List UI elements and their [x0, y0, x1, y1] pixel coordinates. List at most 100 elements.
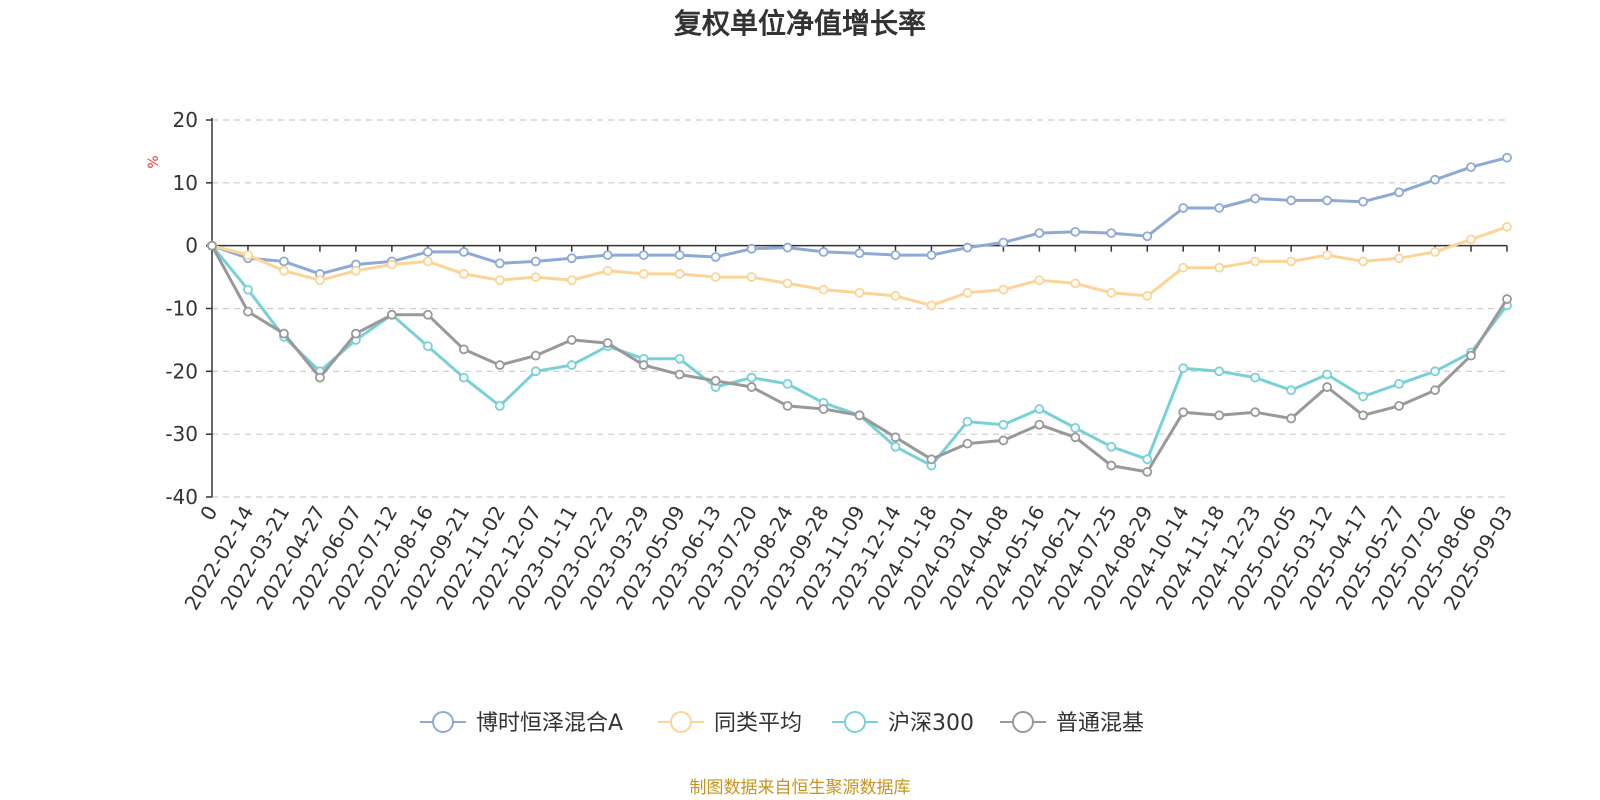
- data-point[interactable]: [782, 242, 793, 253]
- data-point[interactable]: [1430, 385, 1440, 396]
- data-point[interactable]: [998, 435, 1009, 446]
- data-point[interactable]: [602, 265, 613, 276]
- data-point[interactable]: [1502, 152, 1512, 163]
- data-point[interactable]: [458, 372, 469, 383]
- data-point[interactable]: [746, 272, 757, 282]
- data-point[interactable]: [1070, 278, 1081, 289]
- data-point[interactable]: [818, 247, 829, 257]
- data-point[interactable]: [1070, 432, 1081, 443]
- data-point[interactable]: [494, 275, 505, 286]
- data-point[interactable]: [1358, 256, 1369, 267]
- data-point[interactable]: [1070, 226, 1081, 237]
- data-point[interactable]: [890, 441, 901, 452]
- data-point[interactable]: [279, 256, 289, 267]
- data-point[interactable]: [422, 256, 433, 267]
- data-point[interactable]: [1034, 419, 1045, 430]
- legend-item[interactable]: 博时恒泽混合A: [420, 711, 623, 736]
- data-point[interactable]: [710, 252, 721, 262]
- data-point[interactable]: [674, 269, 685, 279]
- data-point[interactable]: [674, 353, 685, 364]
- legend-item[interactable]: 普通混基: [1000, 711, 1144, 736]
- data-point[interactable]: [710, 272, 721, 282]
- data-point[interactable]: [854, 287, 865, 298]
- data-point[interactable]: [1394, 187, 1404, 198]
- data-point[interactable]: [890, 291, 901, 301]
- legend-item[interactable]: 同类平均: [658, 711, 802, 736]
- data-point[interactable]: [854, 248, 865, 259]
- data-point[interactable]: [1142, 466, 1153, 477]
- data-point[interactable]: [890, 250, 901, 260]
- data-point[interactable]: [530, 350, 541, 361]
- data-point[interactable]: [422, 341, 433, 352]
- data-point[interactable]: [710, 375, 721, 386]
- data-point[interactable]: [1106, 287, 1117, 298]
- data-point[interactable]: [422, 309, 433, 320]
- data-point[interactable]: [1178, 203, 1189, 213]
- data-point[interactable]: [350, 328, 361, 339]
- data-point[interactable]: [746, 382, 757, 392]
- data-point[interactable]: [386, 259, 397, 270]
- data-point[interactable]: [1142, 454, 1153, 465]
- data-point[interactable]: [998, 237, 1009, 248]
- data-point[interactable]: [279, 328, 289, 339]
- data-point[interactable]: [494, 360, 505, 370]
- data-point[interactable]: [350, 265, 361, 276]
- data-point[interactable]: [1214, 262, 1225, 273]
- data-point[interactable]: [1178, 363, 1189, 374]
- data-point[interactable]: [674, 369, 685, 380]
- data-point[interactable]: [638, 250, 649, 260]
- data-point[interactable]: [926, 300, 937, 311]
- data-point[interactable]: [1142, 231, 1153, 242]
- data-point[interactable]: [1250, 372, 1261, 383]
- data-point[interactable]: [998, 284, 1009, 295]
- data-point[interactable]: [458, 269, 469, 279]
- data-point[interactable]: [638, 360, 649, 370]
- data-point[interactable]: [1250, 193, 1261, 204]
- data-point[interactable]: [1106, 441, 1117, 452]
- data-point[interactable]: [1502, 221, 1512, 232]
- data-point[interactable]: [1178, 262, 1189, 273]
- data-point[interactable]: [243, 306, 253, 317]
- data-point[interactable]: [926, 250, 937, 260]
- data-point[interactable]: [602, 338, 613, 348]
- data-point[interactable]: [1178, 407, 1189, 418]
- data-point[interactable]: [566, 360, 577, 370]
- data-point[interactable]: [494, 400, 505, 411]
- data-point[interactable]: [1430, 247, 1440, 257]
- data-point[interactable]: [926, 454, 937, 465]
- data-point[interactable]: [1214, 366, 1225, 377]
- data-point[interactable]: [1466, 234, 1476, 245]
- data-point[interactable]: [746, 372, 757, 383]
- data-point[interactable]: [530, 256, 541, 267]
- data-point[interactable]: [1394, 378, 1404, 389]
- data-point[interactable]: [782, 400, 793, 411]
- data-point[interactable]: [1214, 203, 1225, 213]
- data-point[interactable]: [315, 372, 325, 383]
- data-point[interactable]: [566, 335, 577, 345]
- data-point[interactable]: [1034, 404, 1045, 414]
- data-point[interactable]: [386, 309, 397, 320]
- data-point[interactable]: [1322, 195, 1333, 206]
- data-point[interactable]: [315, 275, 325, 286]
- data-point[interactable]: [962, 242, 973, 253]
- data-point[interactable]: [1358, 410, 1369, 421]
- data-point[interactable]: [1502, 294, 1512, 304]
- data-point[interactable]: [422, 247, 433, 257]
- data-point[interactable]: [243, 250, 253, 260]
- data-point[interactable]: [1322, 250, 1333, 260]
- data-point[interactable]: [1214, 410, 1225, 421]
- data-point[interactable]: [638, 269, 649, 279]
- data-point[interactable]: [1322, 382, 1333, 392]
- data-point[interactable]: [1142, 291, 1153, 301]
- data-point[interactable]: [1466, 350, 1476, 361]
- data-point[interactable]: [962, 416, 973, 427]
- data-point[interactable]: [1394, 400, 1404, 411]
- data-point[interactable]: [1250, 256, 1261, 267]
- data-point[interactable]: [782, 378, 793, 389]
- data-point[interactable]: [1430, 174, 1440, 185]
- data-point[interactable]: [1286, 413, 1297, 424]
- data-point[interactable]: [890, 432, 901, 443]
- data-point[interactable]: [1358, 391, 1369, 402]
- data-point[interactable]: [1286, 256, 1297, 267]
- data-point[interactable]: [1394, 253, 1404, 264]
